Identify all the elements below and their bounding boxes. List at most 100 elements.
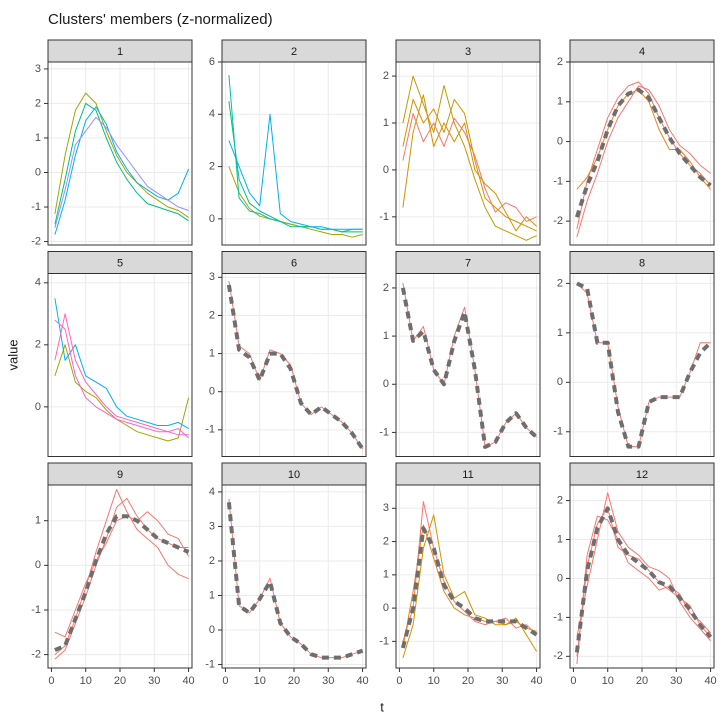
x-tick-label: 30 [496,675,508,687]
y-tick-label: 1 [35,132,41,144]
member-line [228,75,363,233]
x-tick-label: 40 [530,675,542,687]
x-tick-label: 10 [254,675,266,687]
y-tick-label: 2 [209,555,215,567]
y-tick-label: 2 [383,282,389,294]
y-tick-label: 0 [557,572,563,584]
plot-area [402,75,537,241]
x-tick-label: 30 [148,675,160,687]
y-tick-label: -1 [553,426,563,438]
panel-border [569,273,715,457]
y-tick-label: 0 [35,559,41,571]
y-tick-label: 1 [383,330,389,342]
y-tick-label: 3 [383,502,389,514]
y-tick-label: 0 [209,386,215,398]
member-line [54,102,189,225]
y-tick-label: 1 [209,347,215,359]
y-tick-label: -2 [31,649,41,661]
member-line [402,514,538,659]
y-tick-label: 0 [383,378,389,390]
y-tick-label: 4 [209,108,215,120]
panel-border [569,484,715,669]
y-tick-label: 0 [383,602,389,614]
x-tick-label: 0 [396,675,402,687]
strip-label: 4 [639,46,645,58]
plot-area [400,501,538,659]
y-tick-label: 0 [209,213,215,225]
y-tick-label: -1 [205,658,215,670]
plot-area [576,281,712,449]
panel-border [221,273,367,457]
strip-label: 1 [117,46,123,58]
strip-label: 5 [117,257,123,269]
y-tick-label: 2 [35,339,41,351]
strip-label: 12 [636,469,648,481]
x-tick-label: 0 [48,675,54,687]
member-line [54,313,189,439]
member-line [54,116,189,228]
strip-label: 10 [288,469,300,481]
member-line [54,489,189,655]
panel-border [395,484,541,669]
plot-area [574,81,712,238]
y-tick-label: -1 [205,424,215,436]
x-tick-label: 0 [222,675,228,687]
y-tick-label: 3 [209,271,215,283]
member-line [54,344,190,442]
y-tick-label: 4 [35,277,41,289]
y-tick-label: 0 [209,624,215,636]
y-tick-label: 2 [209,160,215,172]
panel-border [395,61,541,246]
y-tick-label: 2 [557,56,563,68]
y-tick-label: 1 [209,589,215,601]
panel-border [221,484,367,669]
y-tick-label: 2 [209,309,215,321]
panel-border [395,273,541,457]
member-line [402,75,537,241]
y-tick-label: -1 [31,201,41,213]
member-line [576,492,711,642]
y-tick-label: 4 [209,486,215,498]
plot-area [400,283,538,449]
y-tick-label: 0 [35,401,41,413]
y-tick-label: -2 [553,650,563,662]
plot-area [54,298,190,442]
y-tick-label: 1 [383,117,389,129]
x-tick-label: 20 [288,675,300,687]
member-line [228,166,363,238]
y-tick-label: -1 [31,604,41,616]
y-tick-label: 0 [557,135,563,147]
y-tick-label: 1 [557,327,563,339]
x-tick-label: 40 [704,675,716,687]
y-tick-label: 2 [383,535,389,547]
panel-border [221,61,367,246]
panel-border [569,61,715,246]
y-tick-label: -2 [553,215,563,227]
centroid-line [54,514,190,652]
plot-area [226,498,364,660]
y-tick-label: 1 [557,533,563,545]
centroid-line [576,281,712,449]
y-tick-label: 0 [383,164,389,176]
strip-label: 7 [465,257,471,269]
plot-area [226,281,365,451]
centroid-line [574,506,713,653]
x-tick-label: 10 [602,675,614,687]
y-tick-label: 1 [383,569,389,581]
y-tick-label: 1 [35,515,41,527]
centroid-line [574,87,712,218]
member-line [54,511,190,638]
y-tick-label: -1 [379,426,389,438]
y-tick-label: -2 [31,235,41,247]
member-line [576,85,711,238]
strip-label: 3 [465,46,471,58]
x-tick-label: 20 [114,675,126,687]
y-tick-label: 2 [35,97,41,109]
strip-label: 6 [291,257,297,269]
x-tick-label: 40 [182,675,194,687]
y-axis-title: value [5,339,20,370]
y-tick-label: -1 [379,635,389,647]
chart-title: Clusters' members (z-normalized) [48,11,273,28]
strip-label: 2 [291,46,297,58]
